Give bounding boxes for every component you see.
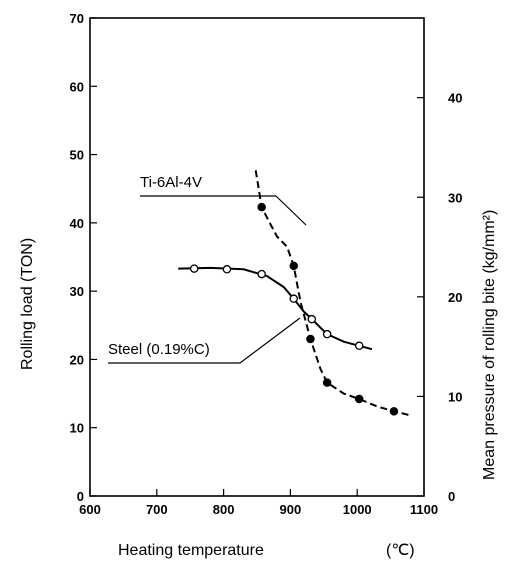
- y-axis-title: Rolling load (TON): [19, 238, 36, 370]
- y2-tick-label: 0: [448, 489, 455, 504]
- y-tick-label: 60: [70, 79, 84, 94]
- data-point-0: [222, 265, 232, 274]
- y-tick-label: 20: [70, 352, 84, 367]
- y-tick-label: 70: [70, 11, 84, 26]
- x-axis-unit: (℃): [386, 542, 415, 559]
- x-tick-label: 900: [280, 502, 302, 517]
- y2-tick-label: 30: [448, 190, 462, 205]
- ti-annotation: Ti-6Al-4V: [140, 174, 202, 191]
- data-point-1: [354, 394, 364, 404]
- data-point-1: [289, 261, 298, 271]
- ti-leader-line-2: [275, 195, 307, 226]
- series-line-1: [254, 170, 411, 417]
- data-point-0: [189, 264, 199, 273]
- plot-frame: [89, 17, 425, 497]
- y-tick-label: 30: [70, 284, 84, 299]
- x-axis-title: Heating temperature: [118, 542, 264, 559]
- series-layer: [178, 170, 411, 417]
- y-tick-label: 50: [70, 148, 84, 163]
- data-point-0: [322, 329, 332, 339]
- annotation-layer: Ti-6Al-4V Steel (0.19%C): [108, 174, 307, 364]
- y2-axis-title: Mean pressure of rolling bite (kg/mm²): [481, 210, 498, 480]
- x-tick-label: 1000: [343, 502, 372, 517]
- y2-tick-label: 20: [448, 290, 462, 305]
- x-tick-label: 1100: [410, 502, 438, 517]
- data-point-1: [257, 202, 266, 212]
- data-point-0: [307, 314, 317, 324]
- plot-border: [89, 17, 425, 497]
- data-point-0: [257, 269, 266, 279]
- steel-leader-line-2: [239, 317, 301, 364]
- data-point-1: [389, 407, 399, 416]
- steel-annotation: Steel (0.19%C): [108, 341, 210, 358]
- y2-axis-ticks: 0 10 20 30 40: [417, 91, 462, 504]
- y-tick-label: 40: [70, 216, 84, 231]
- series-line-0: [178, 266, 373, 351]
- y2-tick-label: 40: [448, 91, 462, 106]
- x-tick-label: 600: [79, 502, 101, 517]
- data-point-0: [354, 341, 364, 351]
- y-tick-label: 0: [77, 489, 84, 504]
- y2-tick-label: 10: [448, 389, 462, 404]
- y-axis-ticks: 0 10 20 30 40 50 60 70: [70, 11, 97, 504]
- x-axis-ticks: 600 700 800 900 1000 1100: [79, 489, 438, 517]
- data-point-1: [306, 334, 315, 344]
- y-tick-label: 10: [70, 421, 84, 436]
- x-tick-label: 800: [213, 502, 235, 517]
- data-point-1: [322, 378, 332, 387]
- x-tick-label: 700: [146, 502, 168, 517]
- data-point-0: [289, 294, 298, 303]
